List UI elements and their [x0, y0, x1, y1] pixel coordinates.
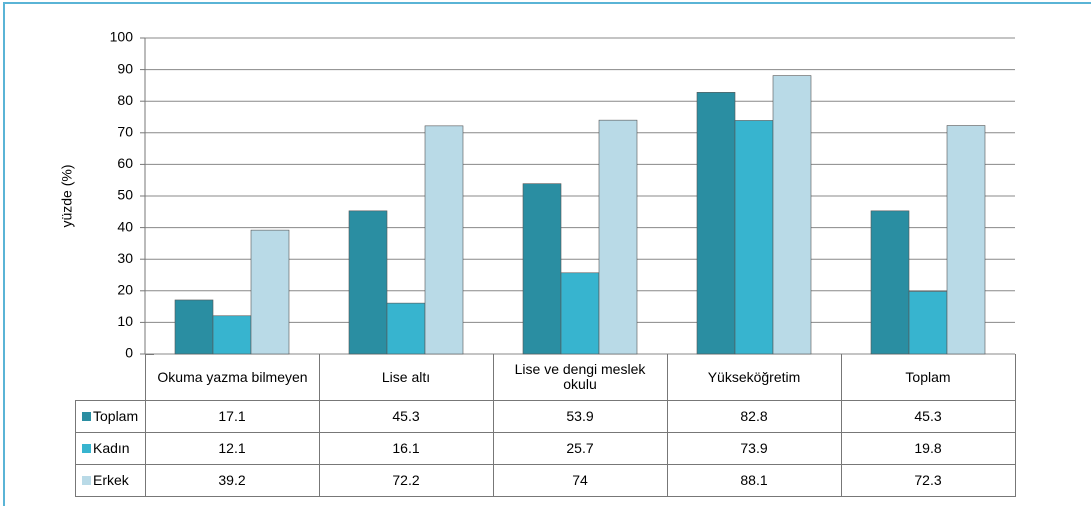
cell-text: Okuma yazma bilmeyen	[157, 368, 308, 385]
bar	[598, 119, 638, 355]
y-tick-label: 100	[110, 29, 134, 45]
cell-text: 72.3	[914, 471, 942, 488]
cell-text: 19.8	[914, 439, 942, 456]
bar	[908, 291, 948, 355]
table-value: 82.8	[667, 400, 842, 433]
cell-text: 17.1	[218, 407, 246, 424]
bar	[772, 75, 812, 355]
bar	[424, 125, 464, 355]
table-corner	[145, 354, 154, 355]
cell-text: Yükseköğretim	[707, 368, 801, 385]
y-tick-label: 90	[117, 60, 133, 76]
legend-swatch	[82, 475, 91, 485]
legend-label: Toplam	[93, 408, 139, 424]
table-value: 73.9	[667, 432, 842, 465]
bar	[212, 315, 252, 355]
table-value: 25.7	[493, 432, 668, 465]
bar	[560, 272, 600, 355]
category-label: Okuma yazma bilmeyen	[145, 354, 320, 401]
cell-text: 45.3	[392, 407, 420, 424]
table-value: 72.2	[319, 464, 494, 497]
bar	[946, 125, 986, 355]
legend-swatch	[82, 412, 91, 421]
cell-text: 53.9	[566, 407, 594, 424]
legend-entry: Kadın	[75, 432, 146, 465]
frame	[3, 2, 1091, 506]
table-value: 45.3	[841, 400, 1016, 433]
bar	[348, 210, 388, 355]
table-value: 74	[493, 464, 668, 497]
table-value: 53.9	[493, 400, 668, 433]
cell-text: 72.2	[392, 471, 420, 488]
y-tick-label: 50	[117, 187, 133, 203]
bar	[174, 299, 214, 355]
cell-text: 73.9	[740, 439, 768, 456]
category-label: Yükseköğretim	[667, 354, 842, 401]
cell-text: 39.2	[218, 471, 246, 488]
table-value: 17.1	[145, 400, 320, 433]
cell-text: Lise ve dengi meslek okulu	[514, 361, 646, 392]
legend-label: Kadın	[93, 439, 130, 456]
table-value: 19.8	[841, 432, 1016, 465]
cell-text: 88.1	[740, 471, 768, 488]
legend-entry: Toplam	[75, 400, 146, 433]
cell-text: 82.8	[740, 407, 768, 424]
bar	[870, 210, 910, 355]
y-tick-label: 60	[117, 155, 133, 171]
category-label: Lise ve dengi meslek okulu	[493, 354, 668, 401]
bar	[386, 302, 426, 355]
category-label: Toplam	[841, 354, 1016, 401]
table-value: 16.1	[319, 432, 494, 465]
cell-text: 12.1	[218, 439, 246, 456]
cell-text: 16.1	[392, 439, 420, 456]
cell-text: 25.7	[566, 439, 594, 456]
y-tick-label: 30	[117, 250, 133, 266]
y-tick-label: 80	[117, 92, 133, 108]
table-value: 72.3	[841, 464, 1016, 497]
bar	[522, 183, 562, 355]
y-tick-label: 70	[117, 124, 133, 140]
y-tick-label: 20	[117, 282, 133, 298]
table-value: 12.1	[145, 432, 320, 465]
cell-text: Toplam	[905, 368, 951, 385]
category-label: Lise altı	[319, 354, 494, 401]
legend-swatch	[82, 443, 91, 453]
y-axis-label: yüzde (%)	[59, 164, 75, 227]
cell-text: 45.3	[914, 407, 942, 424]
y-tick-label: 0	[125, 345, 133, 361]
table-value: 39.2	[145, 464, 320, 497]
legend-label: Erkek	[93, 471, 129, 488]
y-tick-label: 10	[117, 313, 133, 329]
y-tick-label: 40	[117, 218, 133, 234]
bar	[250, 229, 290, 355]
bar	[734, 120, 774, 355]
cell-text: Lise altı	[381, 368, 431, 385]
table-value: 88.1	[667, 464, 842, 497]
legend-entry: Erkek	[75, 464, 146, 497]
table-value: 45.3	[319, 400, 494, 433]
bar	[696, 92, 736, 355]
cell-text: 74	[572, 471, 588, 488]
